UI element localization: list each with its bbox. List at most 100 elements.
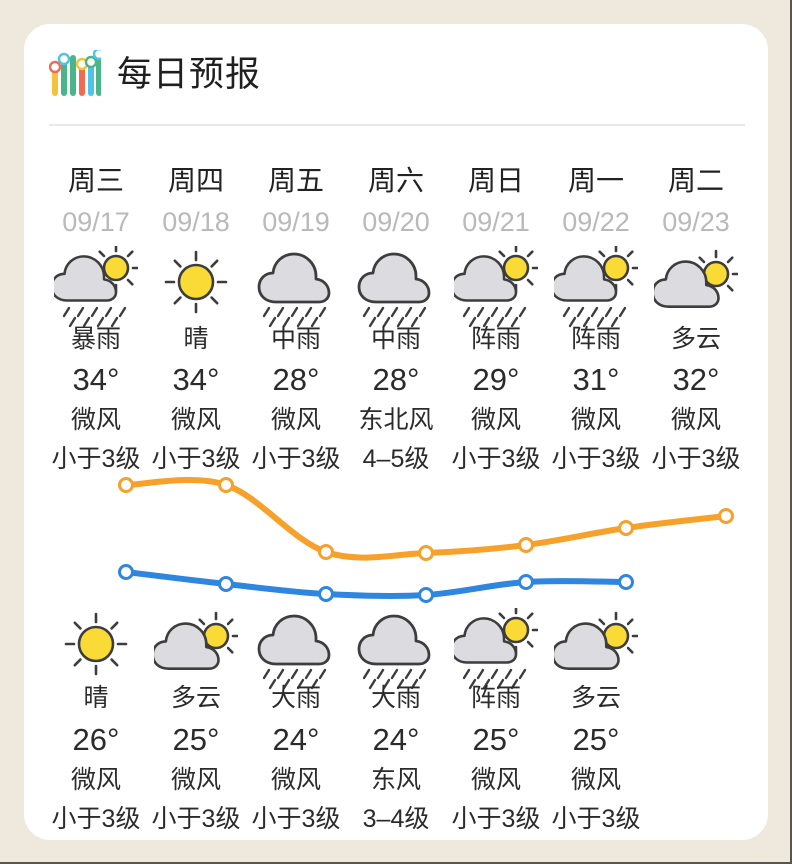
night-condition: 晴 (83, 684, 109, 712)
night-icon-empty (646, 608, 746, 678)
day-wind-row: 微风 微风 微风 东北风 微风 微风 微风 (46, 405, 746, 435)
night-wind-row: 微风 微风 微风 东风 微风 微风 (46, 765, 746, 795)
weekday-label: 周二 (667, 165, 724, 196)
night-condition: 阵雨 (470, 684, 521, 712)
sun-icon (46, 608, 146, 678)
day-condition: 多云 (670, 325, 721, 353)
weekday-label: 周日 (467, 165, 524, 196)
night-condition-empty (646, 683, 746, 713)
daily-forecast-card: 每日预报 周三 周四 周五 周六 周日 周一 周二 09/17 09/18 09… (24, 24, 768, 840)
night-wind-force: 小于3级 (251, 805, 341, 833)
night-condition-row: 晴 多云 大雨 大雨 阵雨 多云 (46, 683, 746, 713)
night-icon-row (46, 608, 746, 690)
night-wind-force: 小于3级 (151, 805, 241, 833)
day-condition: 暴雨 (70, 325, 121, 353)
night-temp: 24° (272, 722, 320, 757)
night-wind-force-empty (646, 804, 746, 834)
day-condition: 中雨 (370, 325, 421, 353)
sun-cloud-rain-icon (446, 246, 546, 328)
weekday-label: 周四 (167, 165, 224, 196)
sun-cloud-rain-icon (46, 246, 146, 328)
day-condition: 阵雨 (470, 325, 521, 353)
night-wind: 微风 (470, 766, 521, 794)
day-condition: 阵雨 (570, 325, 621, 353)
day-condition: 中雨 (270, 325, 321, 353)
weekday-label: 周六 (367, 165, 424, 196)
night-temp-row: 26° 25° 24° 24° 25° 25° (46, 722, 746, 758)
night-temp: 25° (572, 722, 620, 757)
page-title: 每日预报 (117, 55, 262, 94)
day-temp: 31° (572, 362, 620, 397)
sun-cloud-icon (546, 608, 646, 678)
weekday-label: 周五 (267, 165, 324, 196)
day-wind-force-row: 小于3级 小于3级 小于3级 4–5级 小于3级 小于3级 小于3级 (46, 444, 746, 474)
night-temp: 25° (472, 722, 520, 757)
temperature-chart (46, 468, 746, 608)
day-temp: 34° (72, 362, 120, 397)
night-condition: 大雨 (370, 684, 421, 712)
day-temp-row: 34° 34° 28° 28° 29° 31° 32° (46, 362, 746, 398)
date-label: 09/18 (162, 207, 230, 237)
day-wind-force: 小于3级 (451, 445, 541, 473)
cloud-rain-icon (246, 608, 346, 690)
bar-chart-icon (48, 47, 106, 100)
cloud-rain-icon (346, 246, 446, 328)
night-wind-force: 小于3级 (51, 805, 141, 833)
night-temp: 24° (372, 722, 420, 757)
day-condition-row: 暴雨 晴 中雨 中雨 阵雨 阵雨 多云 (46, 324, 746, 354)
card-header: 每日预报 (24, 24, 768, 124)
night-temp-empty (646, 722, 746, 758)
night-temp: 26° (72, 722, 120, 757)
sun-cloud-rain-icon (546, 246, 646, 328)
night-condition: 多云 (170, 684, 221, 712)
day-condition: 晴 (183, 325, 209, 353)
night-wind-force: 3–4级 (362, 805, 430, 833)
sun-cloud-icon (146, 608, 246, 678)
date-label: 09/17 (62, 207, 130, 237)
day-wind: 微风 (670, 406, 721, 434)
night-condition: 大雨 (270, 684, 321, 712)
cloud-rain-icon (246, 246, 346, 328)
night-wind: 东风 (370, 766, 421, 794)
date-row: 09/17 09/18 09/19 09/20 09/21 09/22 09/2… (46, 206, 746, 238)
day-temp: 28° (372, 362, 420, 397)
weekday-label: 周三 (67, 165, 124, 196)
night-wind-empty (646, 765, 746, 795)
date-label: 09/20 (362, 207, 430, 237)
day-temp: 29° (472, 362, 520, 397)
weekday-label: 周一 (567, 165, 624, 196)
cloud-rain-icon (346, 608, 446, 690)
day-wind: 微风 (70, 406, 121, 434)
day-temp: 28° (272, 362, 320, 397)
sun-cloud-rain-icon (446, 608, 546, 690)
night-wind: 微风 (70, 766, 121, 794)
day-temp: 32° (672, 362, 720, 397)
night-wind-force: 小于3级 (451, 805, 541, 833)
header-divider (49, 124, 745, 126)
day-icon-row (46, 246, 746, 328)
day-temp: 34° (172, 362, 220, 397)
night-wind-force: 小于3级 (551, 805, 641, 833)
day-wind: 微风 (170, 406, 221, 434)
night-temp: 25° (172, 722, 220, 757)
day-wind-force: 小于3级 (251, 445, 341, 473)
night-wind: 微风 (270, 766, 321, 794)
night-wind-force-row: 小于3级 小于3级 小于3级 3–4级 小于3级 小于3级 (46, 804, 746, 834)
sun-icon (146, 246, 246, 316)
day-wind-force: 小于3级 (551, 445, 641, 473)
date-label: 09/23 (662, 207, 730, 237)
day-wind-force: 4–5级 (362, 445, 430, 473)
sun-cloud-icon (646, 246, 746, 316)
day-wind-force: 小于3级 (51, 445, 141, 473)
date-label: 09/22 (562, 207, 630, 237)
weekday-row: 周三 周四 周五 周六 周日 周一 周二 (46, 164, 746, 198)
day-wind: 微风 (570, 406, 621, 434)
day-wind: 微风 (270, 406, 321, 434)
day-wind: 东北风 (358, 406, 434, 434)
day-wind: 微风 (470, 406, 521, 434)
day-wind-force: 小于3级 (651, 445, 741, 473)
date-label: 09/21 (462, 207, 530, 237)
day-wind-force: 小于3级 (151, 445, 241, 473)
night-wind: 微风 (570, 766, 621, 794)
